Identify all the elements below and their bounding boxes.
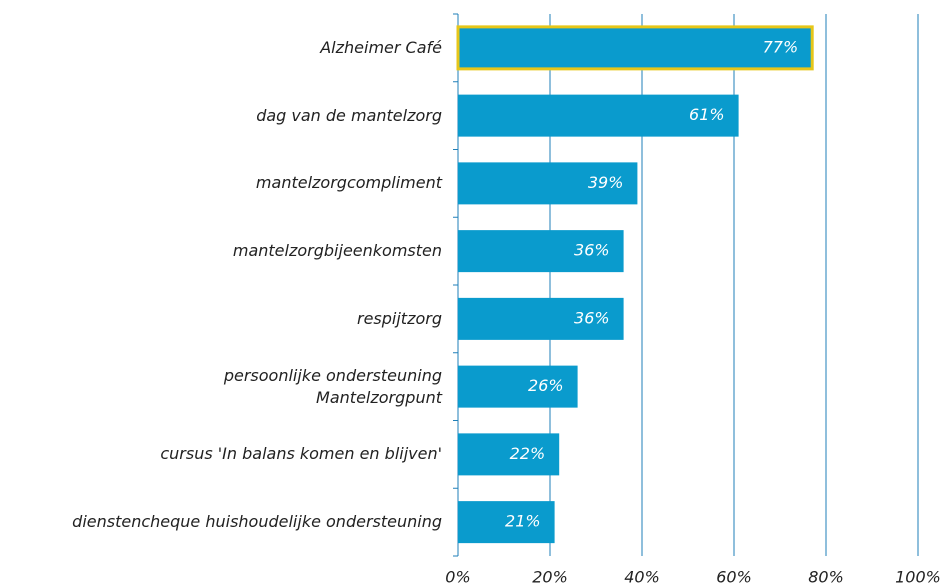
bar [458, 365, 578, 408]
category-label: dienstencheque huishoudelijke ondersteun… [72, 512, 442, 532]
category-label: Alzheimer Café [320, 37, 442, 57]
category-label: respijtzorg [357, 308, 442, 328]
bar [458, 501, 555, 544]
value-label: 61% [689, 105, 725, 124]
x-tick-label: 40% [624, 568, 660, 587]
value-label: 36% [574, 308, 610, 327]
value-label: 36% [574, 241, 610, 260]
x-tick-label: 20% [532, 568, 568, 587]
x-tick-label: 100% [895, 568, 941, 587]
x-tick-label: 0% [445, 568, 470, 587]
category-label: mantelzorgcompliment [255, 173, 442, 193]
value-label: 77% [763, 37, 799, 56]
category-label: mantelzorgbijeenkomsten [232, 241, 442, 261]
category-label: persoonlijke ondersteuning Mantelzorgpun… [223, 365, 442, 407]
bar [456, 25, 814, 71]
category-label: dag van de mantelzorg [256, 105, 442, 125]
bar [458, 433, 560, 476]
value-label: 39% [588, 173, 624, 192]
value-label: 26% [528, 376, 564, 395]
bar [458, 297, 624, 340]
value-label: 21% [505, 512, 541, 531]
x-tick-label: 60% [716, 568, 752, 587]
bar [458, 230, 624, 273]
bar [458, 94, 739, 137]
value-label: 22% [510, 444, 546, 463]
category-label: cursus 'In balans komen en blijven' [160, 444, 442, 464]
bar [458, 162, 638, 205]
x-tick-label: 80% [808, 568, 844, 587]
